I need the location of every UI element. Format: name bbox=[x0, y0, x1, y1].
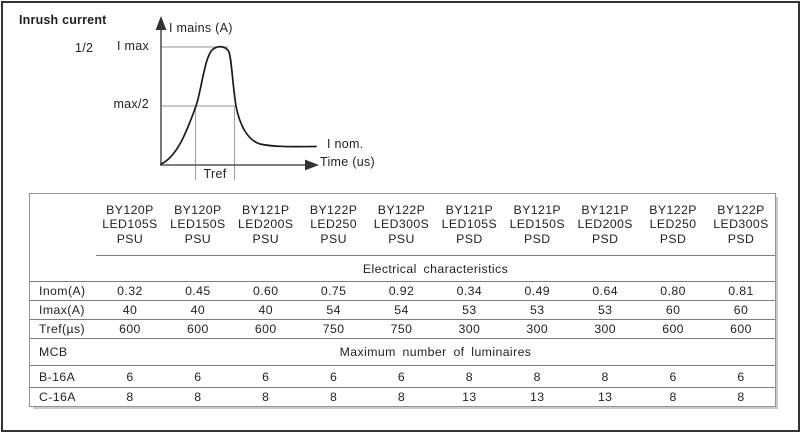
data-cell: 0.75 bbox=[299, 281, 368, 301]
data-cell: 40 bbox=[163, 300, 232, 320]
product-column-header: BY120P LED150S PSU bbox=[163, 194, 232, 256]
inrush-current-graph bbox=[155, 16, 319, 180]
data-cell: 0.45 bbox=[163, 281, 232, 301]
page-title: Inrush current bbox=[19, 13, 107, 27]
data-cell: 8 bbox=[329, 390, 338, 404]
data-cell: 54 bbox=[367, 300, 436, 320]
product-column-header: BY122P LED300S PSU bbox=[367, 194, 436, 256]
data-cell: 54 bbox=[299, 300, 368, 320]
table-row-b16a: B-16A 6 6 6 6 6 8 8 8 6 6 bbox=[30, 365, 775, 388]
data-cell: 8 bbox=[435, 365, 504, 388]
data-cell: 750 bbox=[367, 319, 436, 339]
inrush-current-curve bbox=[160, 45, 317, 165]
data-cell: 8 bbox=[126, 390, 134, 404]
data-cell: 750 bbox=[299, 319, 368, 339]
data-cell: 600 bbox=[231, 319, 300, 339]
data-cell: 8 bbox=[397, 390, 406, 404]
data-cell: 40 bbox=[231, 300, 300, 320]
data-cell: 53 bbox=[435, 300, 504, 320]
row-label: Tref(µs) bbox=[30, 319, 96, 339]
data-cell: 6 bbox=[367, 365, 436, 388]
data-cell: 600 bbox=[639, 319, 708, 339]
product-column-header: BY121P LED150S PSD bbox=[503, 194, 572, 256]
table-row-c16a: C-16A 8 8 8 8 8 13 13 13 8 8 bbox=[30, 388, 775, 407]
row-label: B-16A bbox=[30, 365, 96, 388]
product-column-header: BY121P LED200S PSU bbox=[231, 194, 300, 256]
data-cell: 13 bbox=[597, 390, 613, 404]
tref-label: Tref bbox=[203, 167, 227, 181]
data-cell: 6 bbox=[299, 365, 368, 388]
x-axis-label: Time (us) bbox=[320, 155, 376, 169]
product-column-header: BY121P LED105S PSD bbox=[435, 194, 504, 256]
imax-label: I max bbox=[116, 39, 149, 53]
data-cell: 0.80 bbox=[639, 281, 708, 301]
data-cell: 0.60 bbox=[231, 281, 300, 301]
data-cell: 8 bbox=[571, 365, 640, 388]
half-max-label: max/2 bbox=[113, 97, 149, 111]
data-cell: 40 bbox=[96, 300, 164, 320]
table-row-inom: Inom(A) 0.32 0.45 0.60 0.75 0.92 0.34 0.… bbox=[30, 281, 775, 301]
data-cell: 0.81 bbox=[707, 281, 775, 301]
row-label: Imax(A) bbox=[30, 300, 96, 320]
product-column-header: BY122P LED250 PSU bbox=[299, 194, 368, 256]
data-cell: 8 bbox=[737, 390, 745, 404]
data-cell: 6 bbox=[96, 365, 164, 388]
product-column-header: BY122P LED300S PSD bbox=[707, 194, 775, 256]
data-cell: 6 bbox=[639, 365, 708, 388]
data-cell: 53 bbox=[571, 300, 640, 320]
data-cell: 53 bbox=[503, 300, 572, 320]
data-cell: 60 bbox=[707, 300, 775, 320]
data-cell: 8 bbox=[669, 390, 677, 404]
data-cell: 300 bbox=[571, 319, 640, 339]
luminaires-section-title: Maximum number of luminaires bbox=[96, 338, 775, 366]
data-cell: 0.92 bbox=[367, 281, 436, 301]
x-axis-arrow bbox=[305, 159, 319, 171]
data-cell: 60 bbox=[639, 300, 708, 320]
electrical-section-title: Electrical characteristics bbox=[96, 255, 775, 282]
data-cell: 8 bbox=[194, 390, 202, 404]
data-cell: 300 bbox=[503, 319, 572, 339]
data-cell: 8 bbox=[262, 390, 270, 404]
empty-label-cell bbox=[30, 255, 96, 282]
product-column-header: BY121P LED200S PSD bbox=[571, 194, 640, 256]
row-label: Inom(A) bbox=[30, 281, 96, 301]
product-column-header: BY122P LED250 PSD bbox=[639, 194, 708, 256]
mcb-label: MCB bbox=[30, 338, 96, 366]
data-cell: 0.64 bbox=[571, 281, 640, 301]
data-cell: 600 bbox=[96, 319, 164, 339]
data-cell: 6 bbox=[707, 365, 775, 388]
data-cell: 13 bbox=[462, 390, 477, 404]
data-cell: 600 bbox=[707, 319, 775, 339]
inom-label: I nom. bbox=[327, 137, 364, 151]
characteristics-table: BY120P LED105S PSU BY120P LED150S PSU BY… bbox=[29, 193, 776, 407]
data-cell: 600 bbox=[163, 319, 232, 339]
product-header-row: BY120P LED105S PSU BY120P LED150S PSU BY… bbox=[30, 194, 775, 256]
data-cell: 6 bbox=[231, 365, 300, 388]
data-cell: 0.32 bbox=[96, 281, 164, 301]
row-label: C-16A bbox=[39, 390, 76, 404]
data-cell: 13 bbox=[530, 390, 545, 404]
data-cell: 0.34 bbox=[435, 281, 504, 301]
electrical-section-row: Electrical characteristics bbox=[30, 255, 775, 282]
mcb-section-row: MCB Maximum number of luminaires bbox=[30, 338, 775, 366]
y-axis-arrow bbox=[155, 16, 167, 30]
data-cell: 0.49 bbox=[503, 281, 572, 301]
half-fraction-label: 1/2 bbox=[75, 41, 94, 55]
product-column-header: BY120P LED105S PSU bbox=[96, 194, 164, 256]
y-axis-label: I mains (A) bbox=[169, 21, 233, 35]
header-corner-cell bbox=[30, 194, 96, 256]
table-row-imax: Imax(A) 40 40 40 54 54 53 53 53 60 60 bbox=[30, 300, 775, 320]
data-cell: 8 bbox=[503, 365, 572, 388]
table-row-tref: Tref(µs) 600 600 600 750 750 300 300 300… bbox=[30, 319, 775, 339]
data-cell: 6 bbox=[163, 365, 232, 388]
data-cell: 300 bbox=[435, 319, 504, 339]
